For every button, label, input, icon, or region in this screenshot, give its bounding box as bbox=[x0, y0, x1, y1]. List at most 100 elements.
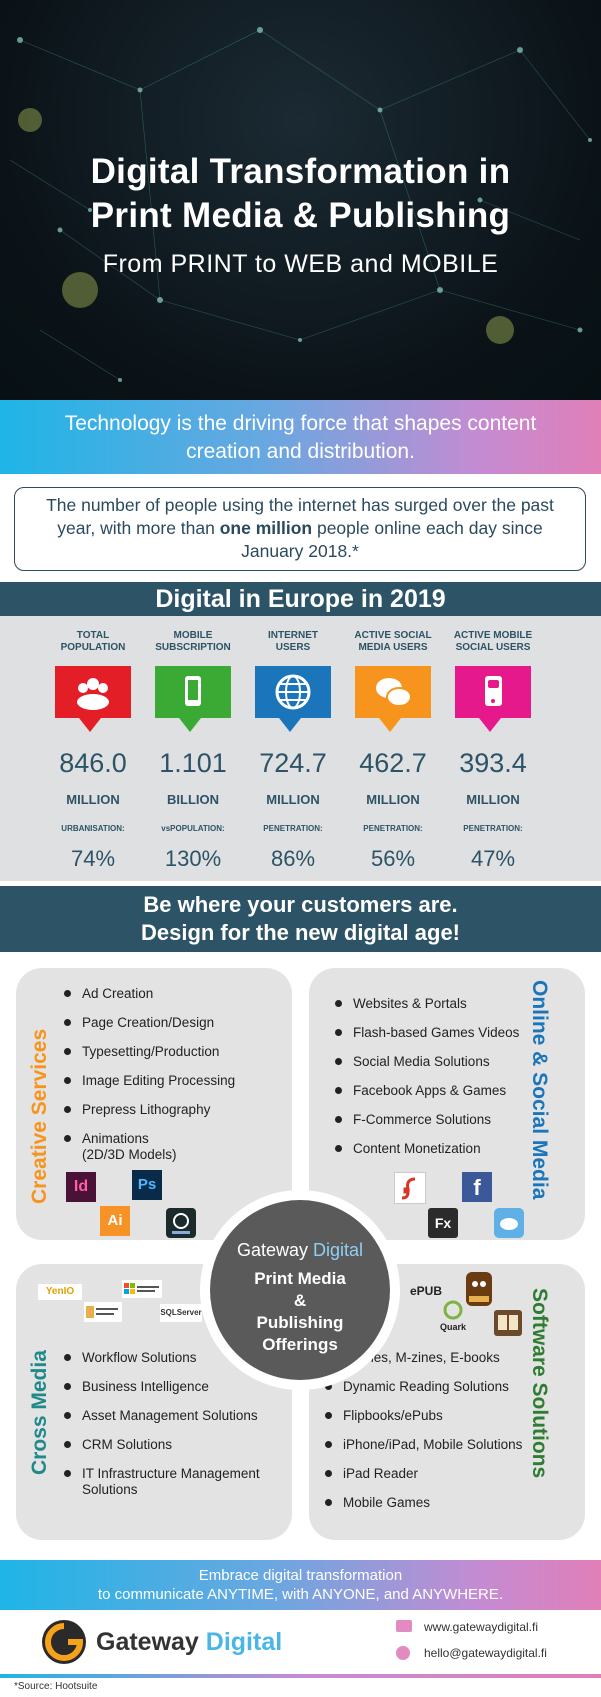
list-item: Facebook Apps & Games bbox=[335, 1083, 519, 1099]
indesign-logo-icon: Id bbox=[66, 1172, 96, 1202]
stat-tile-tail bbox=[279, 718, 301, 732]
stat-value: 724.7 bbox=[259, 748, 327, 778]
globe-icon bbox=[273, 670, 313, 714]
technology-banner: Technology is the driving force that sha… bbox=[0, 400, 601, 474]
stat-label: ACTIVE SOCIAL MEDIA USERS bbox=[354, 630, 432, 653]
stat-unit: MILLION bbox=[366, 792, 420, 807]
footer-banner: Embrace digital transformation to commun… bbox=[0, 1560, 601, 1610]
stat-label: ACTIVE MOBILE SOCIAL USERS bbox=[453, 630, 533, 653]
list-item: Social Media Solutions bbox=[335, 1054, 519, 1070]
chat-bubbles-icon bbox=[373, 670, 413, 714]
flex-logo-icon: Fx bbox=[428, 1208, 458, 1238]
list-item: Page Creation/Design bbox=[64, 1015, 235, 1031]
stat-tile-tail bbox=[479, 718, 501, 732]
creative-services-label: Creative Services bbox=[28, 1028, 51, 1204]
cross-media-label: Cross Media bbox=[28, 1350, 51, 1475]
network-background bbox=[9, 27, 592, 382]
stat-value: 393.4 bbox=[459, 748, 527, 778]
stat-percent-value: 86% bbox=[270, 846, 316, 871]
software-logo-icon bbox=[166, 1208, 196, 1238]
list-item: Asset Management Solutions bbox=[64, 1408, 260, 1424]
stat-label: INTERNET USERS bbox=[268, 630, 318, 653]
center-brand: Gateway Digital bbox=[236, 1240, 364, 1260]
facebook-logo-icon: f bbox=[462, 1172, 492, 1202]
flipbook-logo-icon bbox=[494, 1310, 522, 1336]
stat-tile-tail bbox=[379, 718, 401, 732]
illustrator-logo-icon: Ai bbox=[100, 1206, 130, 1236]
epub-logo-icon: ePUB bbox=[410, 1284, 443, 1298]
list-item: Prepress Lithography bbox=[64, 1102, 235, 1118]
list-item: Image Editing Processing bbox=[64, 1073, 235, 1089]
people-icon bbox=[73, 670, 113, 714]
intro-box: The number of people using the internet … bbox=[14, 487, 586, 571]
mail-icon bbox=[396, 1620, 412, 1632]
stat-tile-tail bbox=[179, 718, 201, 732]
stat-percent-label: URBANISATION: bbox=[61, 824, 125, 833]
center-offerings-text: Print Media & Publishing Offerings bbox=[254, 1269, 346, 1354]
stat-unit: MILLION bbox=[466, 792, 520, 807]
list-item: Flipbooks/ePubs bbox=[325, 1408, 522, 1424]
software-solutions-label: Software Solutions bbox=[528, 1288, 551, 1479]
email-link[interactable]: hello@gatewaydigital.fi bbox=[424, 1646, 547, 1660]
list-item: Content Monetization bbox=[335, 1141, 519, 1157]
stat-percent-label: vsPOPULATION: bbox=[161, 824, 225, 833]
stat-percent-value: 130% bbox=[164, 846, 222, 871]
stat-label: TOTAL POPULATION bbox=[60, 630, 126, 653]
footer-divider bbox=[0, 1674, 601, 1678]
list-item: Flash-based Games Videos bbox=[335, 1025, 519, 1041]
mobile-chat-icon bbox=[473, 670, 513, 714]
yenio-logo-icon: YenIO bbox=[38, 1284, 82, 1300]
business-intelligence-logo-icon bbox=[84, 1302, 122, 1322]
globe-icon bbox=[396, 1646, 410, 1660]
website-link[interactable]: www.gatewaydigital.fi bbox=[424, 1620, 539, 1634]
list-item: CRM Solutions bbox=[64, 1437, 260, 1453]
flash-logo-icon bbox=[394, 1172, 426, 1204]
mobile-phone-icon bbox=[173, 670, 213, 714]
be-where-banner: Be where your customers are. Design for … bbox=[0, 886, 601, 952]
stat-unit: MILLION bbox=[266, 792, 320, 807]
stat-percent-label: PENETRATION: bbox=[263, 824, 323, 833]
source-note: *Source: Hootsuite bbox=[14, 1681, 98, 1692]
microsoft-dynamics-logo-icon bbox=[122, 1280, 162, 1298]
brand-name: Gateway Digital bbox=[96, 1628, 283, 1656]
stat-value: 846.0 bbox=[59, 748, 127, 778]
list-item: F-Commerce Solutions bbox=[335, 1112, 519, 1128]
hero-subtitle: From PRINT to WEB and MOBILE bbox=[102, 250, 499, 278]
stat-percent-value: 74% bbox=[70, 846, 116, 871]
list-item: IT Infrastructure Management Solutions bbox=[64, 1466, 260, 1498]
stat-percent-value: 56% bbox=[370, 846, 416, 871]
reader-mascot-logo-icon bbox=[466, 1272, 492, 1306]
center-offerings-circle: Gateway Digital Print Media & Publishing… bbox=[210, 1200, 390, 1380]
stat-percent-label: PENETRATION: bbox=[463, 824, 523, 833]
stat-percent-value: 47% bbox=[470, 846, 516, 871]
list-item: Dynamic Reading Solutions bbox=[325, 1379, 522, 1395]
hero-title: Digital Transformation in Print Media & … bbox=[90, 152, 511, 235]
gateway-logo-icon bbox=[42, 1620, 86, 1664]
stat-label: MOBILE SUBSCRIPTION bbox=[155, 630, 231, 653]
stat-tile-tail bbox=[79, 718, 101, 732]
list-item: Workflow Solutions bbox=[64, 1350, 260, 1366]
stat-value: 462.7 bbox=[359, 748, 427, 778]
stat-unit: MILLION bbox=[66, 792, 120, 807]
photoshop-logo-icon: Ps bbox=[132, 1170, 162, 1200]
online-social-panel: Websites & Portals Flash-based Games Vide… bbox=[309, 968, 585, 1240]
twitter-logo-icon bbox=[494, 1208, 524, 1238]
stat-unit: BILLION bbox=[167, 792, 219, 807]
europe-title: Digital in Europe in 2019 bbox=[0, 582, 601, 616]
europe-stats: TOTAL POPULATION 846.0 MILLION URBANISATION:… bbox=[0, 616, 601, 881]
list-item: Websites & Portals bbox=[335, 996, 519, 1012]
list-item: iPad Reader bbox=[325, 1466, 522, 1482]
stat-value: 1.101 bbox=[159, 748, 227, 778]
quark-logo-icon: Quark bbox=[436, 1300, 470, 1332]
online-social-label: Online & Social Media bbox=[528, 980, 551, 1200]
brand-row: Gateway Digital www.gatewaydigital.fi he… bbox=[0, 1610, 601, 1674]
list-item: Animations (2D/3D Models) bbox=[64, 1131, 235, 1163]
hero-section: Digital Transformation in Print Media & … bbox=[0, 0, 601, 400]
list-item: iPhone/iPad, Mobile Solutions bbox=[325, 1437, 522, 1453]
list-item: Business Intelligence bbox=[64, 1379, 260, 1395]
list-item: Mobile Games bbox=[325, 1495, 522, 1511]
list-item: Ad Creation bbox=[64, 986, 235, 1002]
stat-percent-label: PENETRATION: bbox=[363, 824, 423, 833]
sql-server-logo-icon: SQLServer bbox=[160, 1304, 202, 1322]
list-item: Typesetting/Production bbox=[64, 1044, 235, 1060]
